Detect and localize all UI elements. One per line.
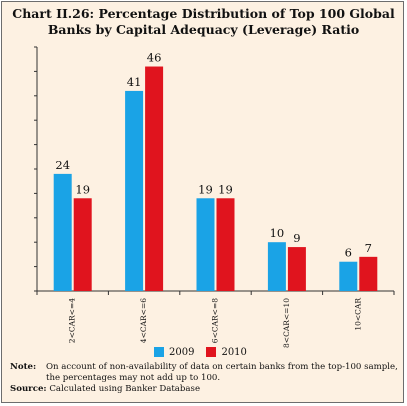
chart-bars <box>53 66 378 292</box>
bar-2009-4 <box>339 261 358 291</box>
data-label-2010-0: 19 <box>75 182 90 196</box>
data-label-2009-1: 41 <box>127 75 142 89</box>
data-label-2010-4: 7 <box>365 241 372 255</box>
data-label-2009-0: 24 <box>55 158 70 172</box>
bar-2010-3 <box>287 247 306 291</box>
bar-2010-0 <box>73 198 92 291</box>
legend-label-2009: 2009 <box>169 346 195 358</box>
chart-x-tick-labels: 2<CAR<=4 4<CAR<=6 6<CAR<=8 8<CAR<=10 10<CAR <box>68 298 363 348</box>
bar-2009-2 <box>196 198 215 291</box>
legend-item-2010: 2010 <box>206 346 247 358</box>
source-label: Source: <box>10 384 47 394</box>
data-label-2010-1: 46 <box>147 51 162 65</box>
x-tick-label-2: 6<CAR<=8 <box>211 298 220 343</box>
note-label: Note: <box>10 362 37 372</box>
data-label-2010-2: 19 <box>218 182 233 196</box>
data-label-2010-3: 9 <box>293 231 300 245</box>
chart-data-labels: 24 41 19 10 6 19 46 19 9 7 <box>55 51 372 260</box>
x-tick-label-3: 8<CAR<=10 <box>282 298 291 348</box>
legend-label-2010: 2010 <box>221 346 247 358</box>
chart-legend: 2009 2010 <box>154 345 259 359</box>
source-text: Calculated using Banker Database <box>49 384 201 394</box>
legend-swatch-2010 <box>206 347 217 357</box>
bar-2009-1 <box>125 90 144 291</box>
note-row: Note: On account of non-availability of d… <box>10 362 402 383</box>
bar-2010-2 <box>216 198 235 291</box>
legend-item-2009: 2009 <box>154 347 194 358</box>
bar-2010-4 <box>359 256 378 291</box>
note-text: On account of non-availability of data o… <box>46 362 398 383</box>
source-row: Source: Calculated using Banker Database <box>10 384 402 395</box>
bar-2009-0 <box>53 173 72 291</box>
bar-2010-1 <box>145 66 164 292</box>
legend-swatch-2009 <box>154 347 164 357</box>
chart-title: Chart II.26: Percentage Distribution of … <box>12 6 395 37</box>
x-tick-label-4: 10<CAR <box>353 298 362 331</box>
data-label-2009-4: 6 <box>345 246 352 260</box>
data-label-2009-2: 19 <box>198 182 213 196</box>
bar-2009-3 <box>267 242 286 291</box>
x-tick-label-1: 4<CAR<=6 <box>139 298 148 343</box>
chart-footnotes: Note: On account of non-availability of d… <box>10 362 402 395</box>
x-tick-label-0: 2<CAR<=4 <box>68 298 77 343</box>
chart-axes <box>34 46 395 295</box>
data-label-2009-3: 10 <box>270 226 285 240</box>
